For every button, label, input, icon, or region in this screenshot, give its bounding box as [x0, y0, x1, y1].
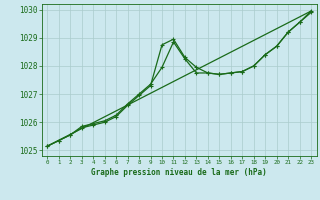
- X-axis label: Graphe pression niveau de la mer (hPa): Graphe pression niveau de la mer (hPa): [91, 168, 267, 177]
